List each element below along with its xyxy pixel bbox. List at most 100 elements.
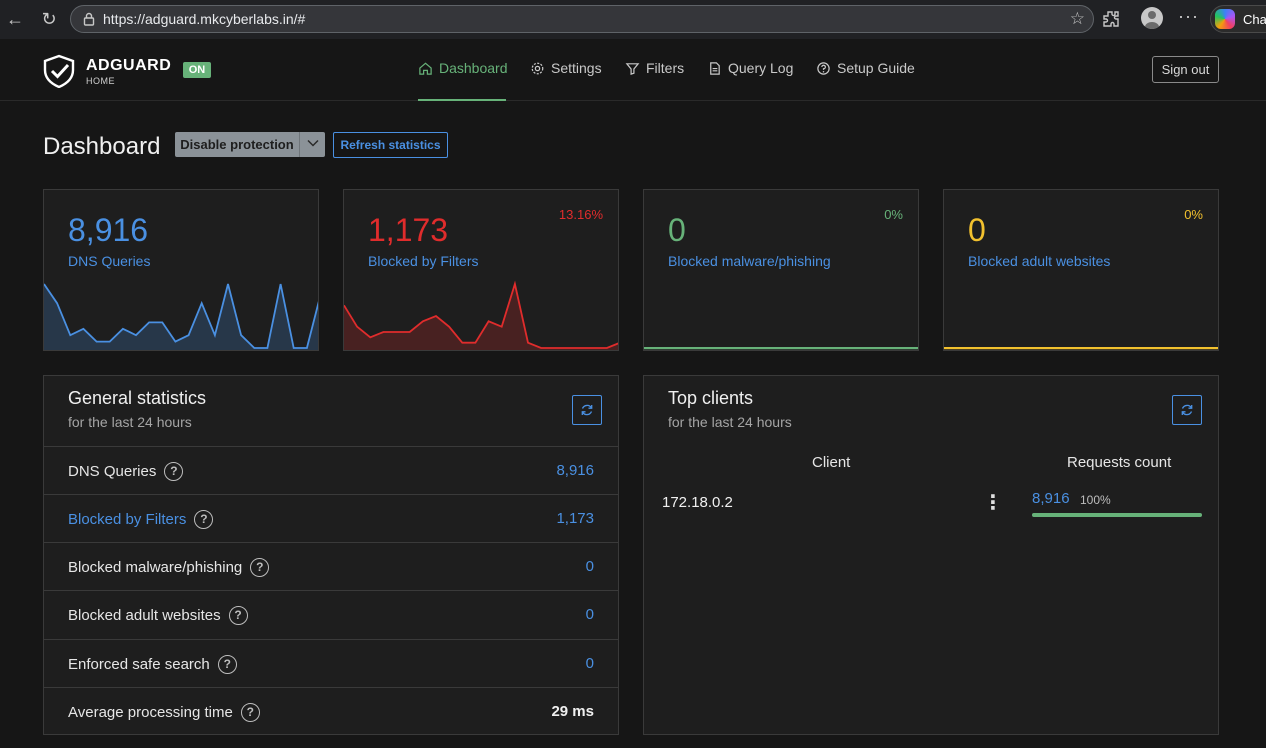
column-header-requests[interactable]: Requests count (1067, 454, 1172, 471)
stat-row-value: 1,173 (556, 510, 594, 527)
help-icon[interactable]: ? (250, 558, 270, 577)
stat-card-blocked-adult: 0 Blocked adult websites 0% (943, 189, 1219, 351)
sparkline-line (344, 280, 618, 349)
stat-value: 0 (968, 212, 986, 248)
sign-out-button[interactable]: Sign out (1152, 56, 1219, 83)
refresh-statistics-button[interactable]: Refresh statistics (333, 132, 448, 158)
stat-row-label[interactable]: Blocked by Filters (68, 511, 187, 528)
brand-name: ADGUARD (86, 57, 172, 74)
stat-row-value: 8,916 (556, 462, 594, 479)
document-icon (710, 61, 720, 75)
stat-row-label: Blocked adult websites (68, 607, 221, 624)
top-clients-panel: Top clients for the last 24 hours Client… (643, 375, 1219, 735)
protection-status-badge: ON (183, 62, 211, 78)
panel-title: Top clients (668, 388, 754, 408)
stat-value: 1,173 (368, 212, 449, 248)
stat-row-blocked-adult: Blocked adult websites? 0 (44, 590, 618, 638)
nav-dashboard[interactable]: Dashboard (418, 60, 508, 76)
help-icon[interactable]: ? (164, 462, 184, 481)
stat-row-blocked-filters: Blocked by Filters? 1,173 (44, 494, 618, 542)
browser-menu-icon[interactable]: ··· (1178, 6, 1199, 26)
sparkline-chart (44, 283, 318, 350)
request-progress-fill (1032, 513, 1202, 517)
stat-row-value: 0 (585, 606, 594, 623)
address-bar[interactable]: https://adguard.mkcyberlabs.in/# ☆ (70, 5, 1094, 33)
extensions-icon[interactable] (1101, 9, 1121, 29)
reload-icon[interactable]: ↻ (41, 9, 57, 29)
stat-label: Blocked adult websites (968, 253, 1111, 269)
lock-icon[interactable] (81, 11, 97, 27)
filter-icon (625, 62, 640, 75)
nav-settings[interactable]: Settings (530, 60, 602, 76)
help-icon[interactable]: ? (194, 510, 214, 529)
top-navigation: ADGUARD HOME Dashboard Settings Filters … (0, 39, 1266, 101)
stat-row-value: 0 (585, 655, 594, 672)
stat-row-label: Blocked malware/phishing (68, 559, 243, 576)
stat-row-label: Enforced safe search (68, 656, 210, 673)
stat-row-safe-search: Enforced safe search? 0 (44, 639, 618, 687)
stat-percent: 0% (884, 207, 903, 222)
help-circle-icon (817, 61, 830, 75)
nav-query-log[interactable]: Query Log (707, 60, 793, 76)
stat-label: Blocked malware/phishing (668, 253, 831, 269)
stat-label: DNS Queries (68, 253, 151, 269)
request-progress-bar (1032, 513, 1202, 517)
refresh-top-clients-button[interactable] (1172, 395, 1202, 425)
kebab-menu-icon[interactable]: ⋮ (983, 492, 1003, 514)
refresh-general-stats-button[interactable] (572, 395, 602, 425)
stat-value: 0 (668, 212, 686, 248)
disable-protection-dropdown[interactable] (299, 132, 325, 157)
help-icon[interactable]: ? (228, 606, 248, 625)
panel-subtitle: for the last 24 hours (68, 414, 192, 430)
brand-subtitle: HOME (86, 76, 115, 86)
stat-card-dns-queries: 8,916 DNS Queries (43, 189, 319, 351)
disable-protection-button[interactable]: Disable protection (175, 132, 299, 157)
stat-label: Blocked by Filters (368, 253, 479, 269)
copilot-chat-button[interactable]: Chat (1210, 5, 1266, 33)
help-icon[interactable]: ? (217, 655, 237, 674)
active-tab-indicator (418, 99, 506, 101)
client-ip[interactable]: 172.18.0.2 (662, 494, 733, 511)
stat-card-blocked-filters: 1,173 Blocked by Filters 13.16% (343, 189, 619, 351)
general-statistics-panel: General statistics for the last 24 hours… (43, 375, 619, 735)
copilot-icon (1215, 9, 1235, 29)
nav-dashboard-label: Dashboard (439, 60, 508, 76)
stat-row-avg-processing: Average processing time? 29 ms (44, 687, 618, 735)
sparkline-chart (644, 347, 918, 350)
stat-row-blocked-malware: Blocked malware/phishing? 0 (44, 542, 618, 590)
stat-row-dns-queries: DNS Queries? 8,916 (44, 446, 618, 494)
nav-settings-label: Settings (551, 60, 602, 76)
stat-row-value: 0 (585, 558, 594, 575)
profile-avatar[interactable] (1141, 7, 1163, 29)
nav-filters[interactable]: Filters (625, 60, 684, 76)
sparkline-area (44, 284, 318, 350)
nav-setup-guide[interactable]: Setup Guide (816, 60, 915, 76)
sparkline-chart (344, 280, 618, 350)
panel-title: General statistics (68, 388, 207, 408)
stat-percent: 13.16% (558, 207, 603, 222)
stat-value: 8,916 (68, 212, 149, 248)
browser-toolbar: ← ↻ https://adguard.mkcyberlabs.in/# ☆ ·… (0, 0, 1266, 39)
client-request-percent: 100% (1080, 493, 1111, 507)
help-icon[interactable]: ? (240, 703, 260, 722)
nav-filters-label: Filters (646, 60, 685, 76)
sparkline-chart (944, 347, 1218, 350)
sparkline-line (44, 283, 318, 349)
nav-query-log-label: Query Log (728, 60, 794, 76)
stat-row-label: Average processing time (68, 704, 233, 721)
panel-subtitle: for the last 24 hours (668, 414, 792, 430)
shield-check-icon (43, 54, 75, 88)
url-text[interactable]: https://adguard.mkcyberlabs.in/# (103, 11, 306, 27)
column-header-client[interactable]: Client (812, 454, 851, 471)
refresh-icon (1181, 404, 1193, 416)
copilot-label: Chat (1243, 12, 1266, 27)
stat-percent: 0% (1184, 207, 1203, 222)
refresh-icon (581, 404, 593, 416)
stat-row-label: DNS Queries (68, 463, 157, 480)
nav-setup-guide-label: Setup Guide (837, 60, 915, 76)
stat-card-blocked-malware: 0 Blocked malware/phishing 0% (643, 189, 919, 351)
sparkline-area (344, 284, 618, 350)
chevron-down-icon (306, 139, 319, 147)
back-arrow-icon[interactable]: ← (6, 9, 24, 29)
star-icon[interactable]: ☆ (1069, 9, 1085, 28)
